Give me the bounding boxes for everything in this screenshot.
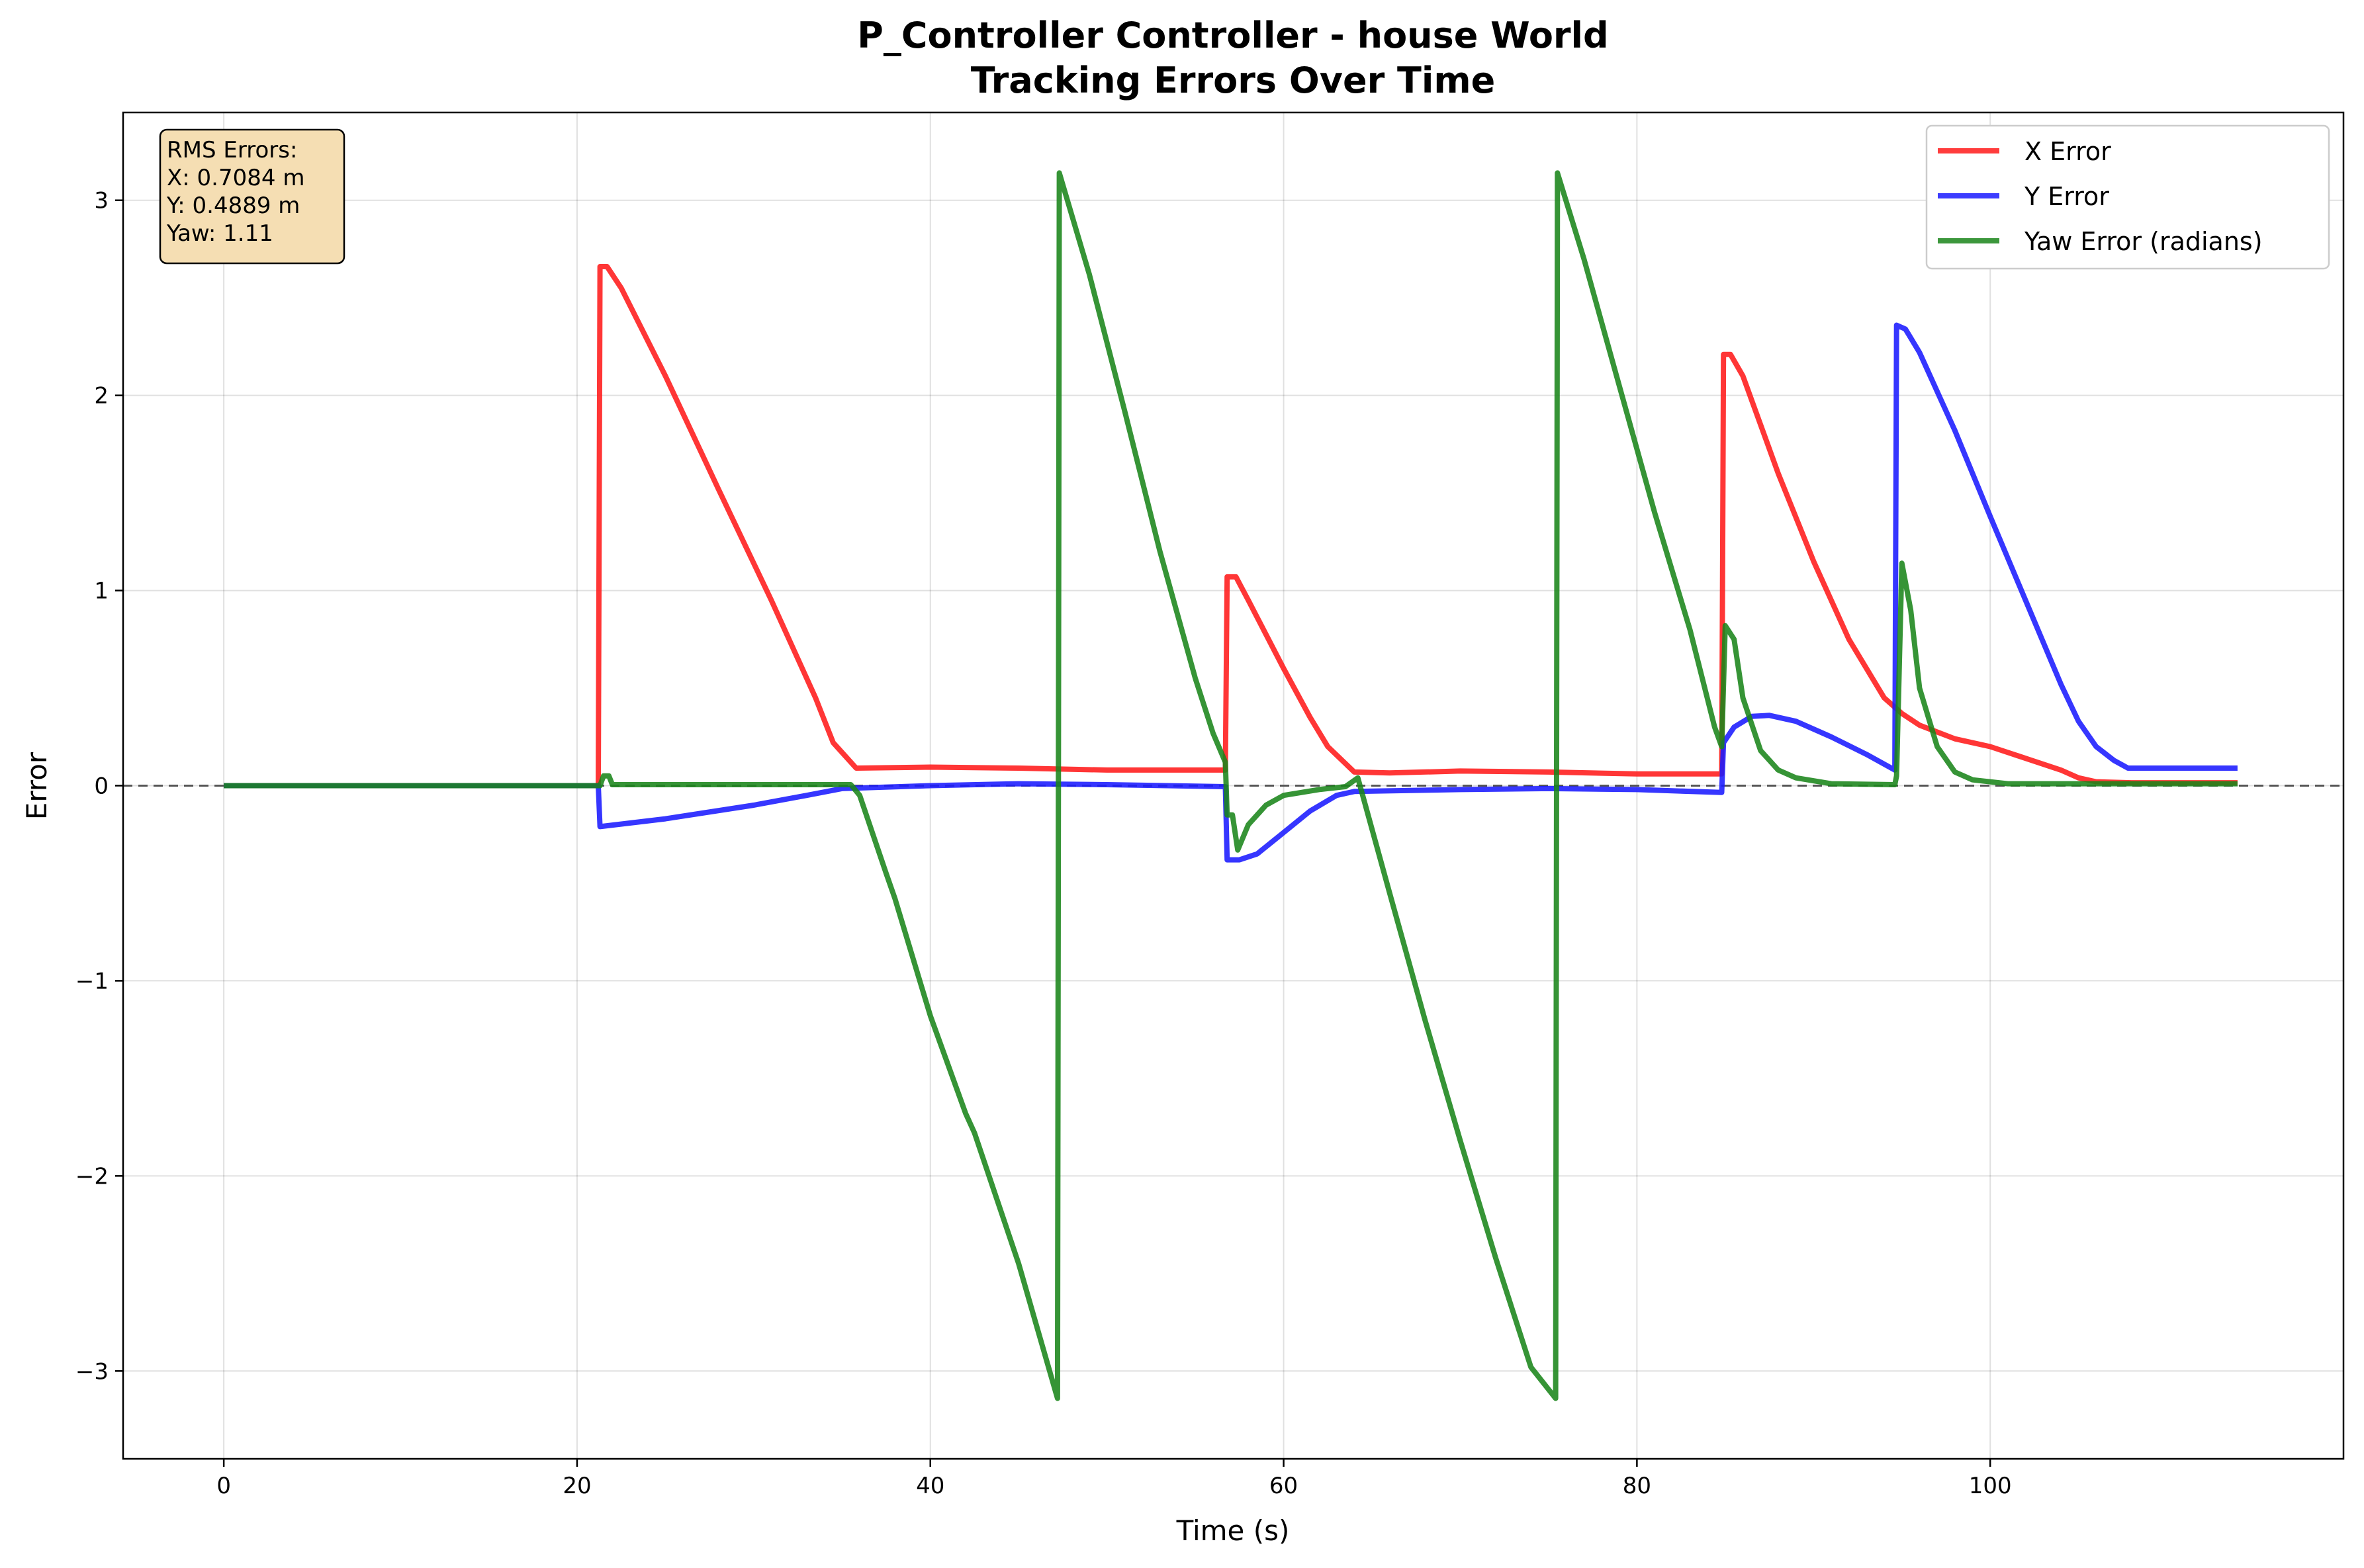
legend-label-x-error: X Error <box>2024 137 2111 166</box>
y-tick-label-3: 0 <box>94 773 109 800</box>
y-tick-label-1: −2 <box>75 1163 109 1190</box>
series-line-x-error <box>224 264 2238 789</box>
legend: X Error Y Error Yaw Error (radians) <box>1925 124 2330 270</box>
y-tick-label-2: −1 <box>75 968 109 994</box>
rms-annotation-yaw: Yaw: 1.11 <box>166 220 273 247</box>
x-axis-label: Time (s) <box>1176 1514 1290 1547</box>
x-tick-label-5: 100 <box>1969 1473 2012 1499</box>
tick-layer: 0 20 40 60 80 100 −3 −2 −1 0 1 2 3 <box>75 188 2012 1499</box>
x-tick-label-3: 60 <box>1269 1473 1298 1499</box>
x-tick-label-2: 40 <box>916 1473 944 1499</box>
rms-annotation-y: Y: 0.4889 m <box>166 193 300 219</box>
rms-annotation-x: X: 0.7084 m <box>167 165 304 191</box>
series-layer <box>224 170 2238 1401</box>
chart-title: P_Controller Controller - house World <box>857 15 1608 56</box>
rms-annotation-title: RMS Errors: <box>167 137 297 163</box>
rms-annotation-box: RMS Errors: X: 0.7084 m Y: 0.4889 m Yaw:… <box>159 128 345 265</box>
x-tick-label-0: 0 <box>216 1473 231 1499</box>
rms-annotation-background <box>159 128 345 265</box>
legend-label-yaw-error: Yaw Error (radians) <box>2024 227 2263 256</box>
x-tick-label-4: 80 <box>1623 1473 1651 1499</box>
y-tick-label-0: −3 <box>75 1358 109 1385</box>
legend-frame <box>1925 124 2330 270</box>
chart-subtitle: Tracking Errors Over Time <box>971 60 1496 101</box>
series-line-y-error <box>224 322 2238 863</box>
series-line-yaw-error <box>224 170 2238 1401</box>
y-axis-label: Error <box>21 752 53 820</box>
y-tick-label-6: 3 <box>94 188 109 214</box>
legend-label-y-error: Y Error <box>2024 182 2109 211</box>
grid-layer <box>123 112 2343 1459</box>
y-tick-label-4: 1 <box>94 578 109 605</box>
x-tick-label-1: 20 <box>563 1473 591 1499</box>
y-tick-label-5: 2 <box>94 383 109 410</box>
